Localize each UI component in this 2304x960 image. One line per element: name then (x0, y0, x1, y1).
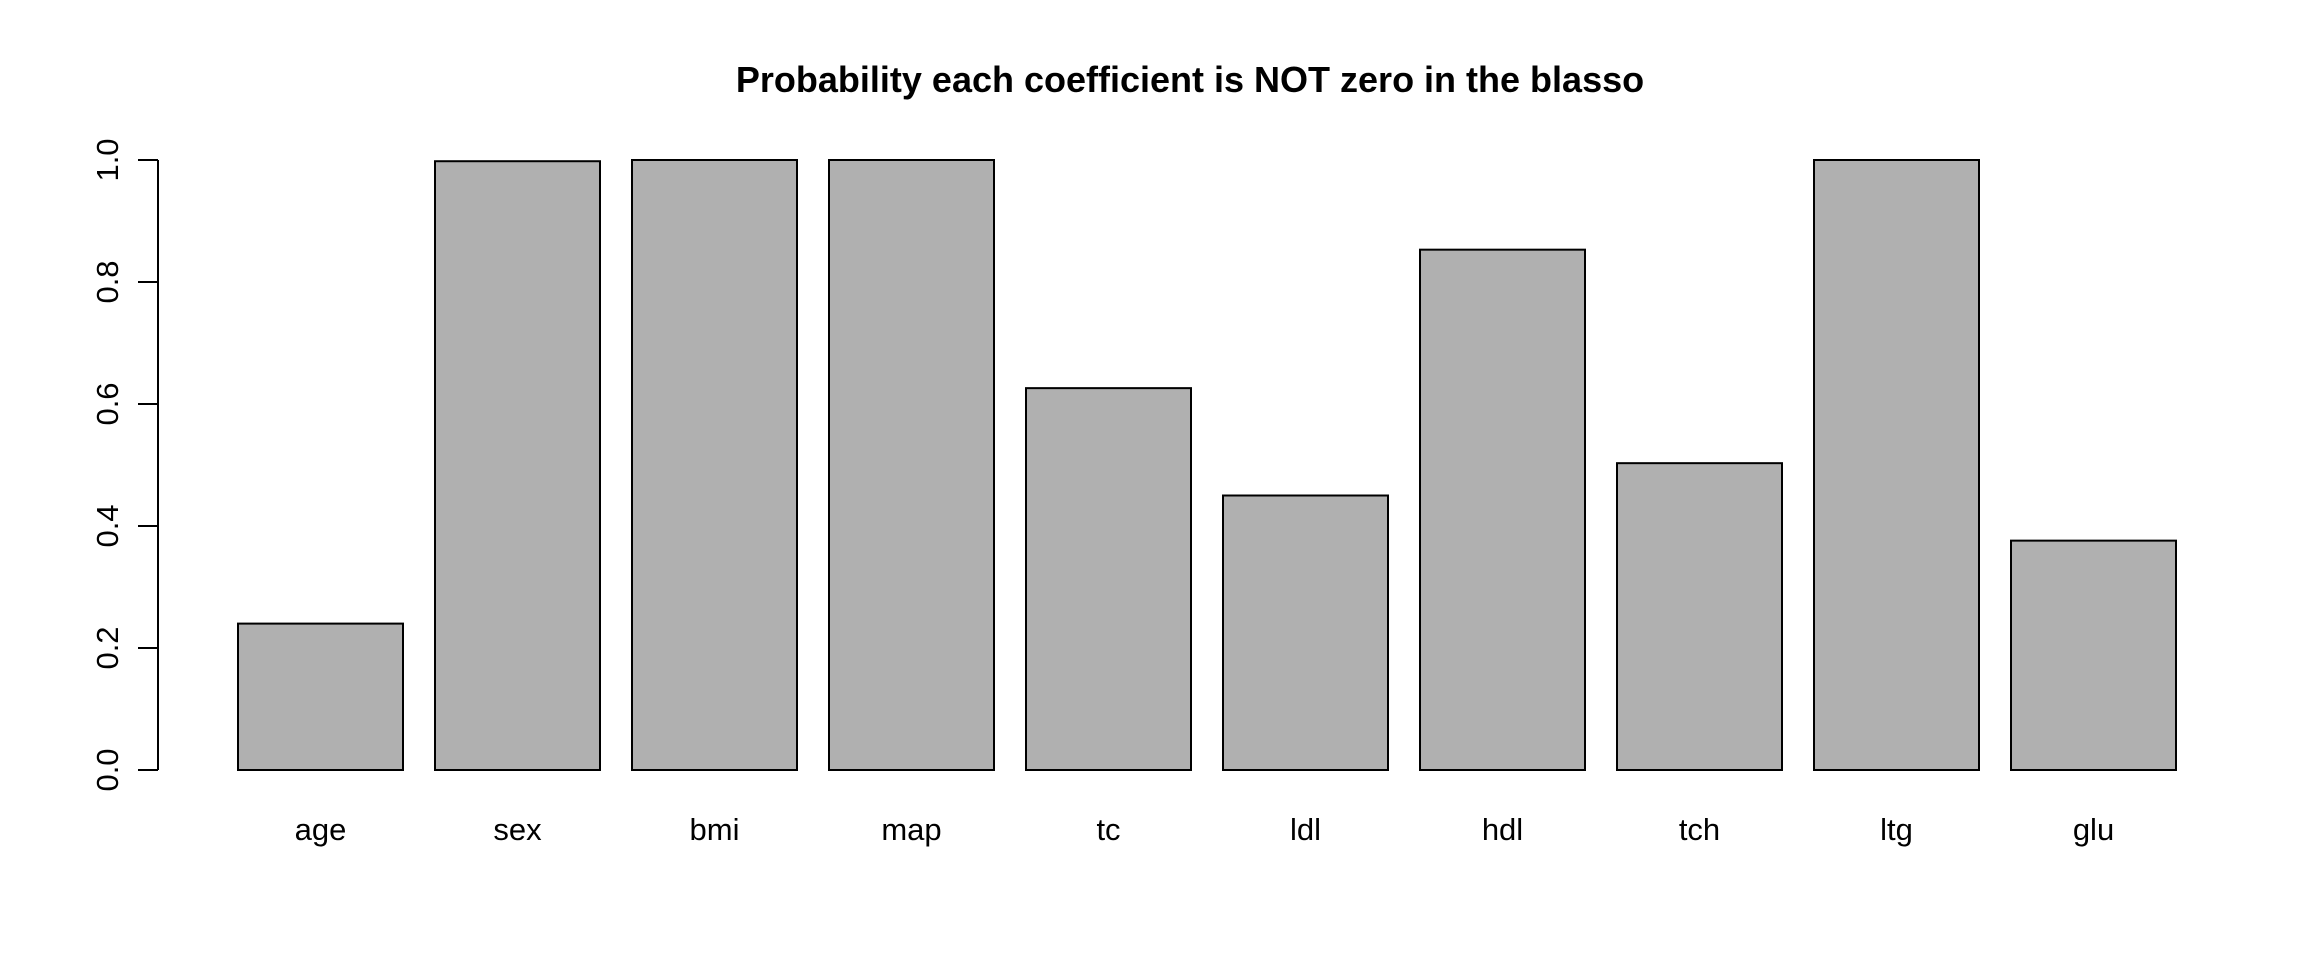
y-axis: 0.0 0.2 0.4 0.6 0.8 1.0 (90, 138, 159, 792)
y-tick-label: 0.8 (90, 260, 125, 303)
bar-hdl (1419, 248, 1586, 772)
y-tick-label: 1.0 (90, 138, 125, 181)
y-tick-label: 0.4 (90, 504, 125, 547)
bar-age (237, 622, 404, 771)
x-category-label: hdl (1482, 812, 1523, 847)
bars-group (237, 159, 2177, 772)
bar-tc (1025, 387, 1192, 771)
y-tick-label: 0.2 (90, 626, 125, 669)
x-category-label: tc (1096, 812, 1120, 847)
x-category-label: ldl (1290, 812, 1321, 847)
bar-glu (2010, 539, 2177, 772)
y-tick-label: 0.0 (90, 748, 125, 791)
bar-sex (434, 160, 601, 772)
chart-title: Probability each coefficient is NOT zero… (736, 59, 1644, 100)
bar-ltg (1813, 159, 1980, 771)
x-category-label: map (881, 812, 941, 847)
x-category-label: glu (2073, 812, 2114, 847)
x-axis-labels: age sex bmi map tc ldl hdl tch ltg glu (295, 812, 2115, 847)
x-category-label: bmi (690, 812, 740, 847)
x-category-label: ltg (1880, 812, 1913, 847)
bar-tch (1616, 462, 1783, 771)
x-category-label: age (295, 812, 347, 847)
bar-ldl (1222, 494, 1389, 771)
y-tick-label: 0.6 (90, 382, 125, 425)
bar-map (828, 159, 995, 771)
bar-bmi (631, 159, 798, 771)
x-category-label: tch (1679, 812, 1720, 847)
x-category-label: sex (493, 812, 542, 847)
